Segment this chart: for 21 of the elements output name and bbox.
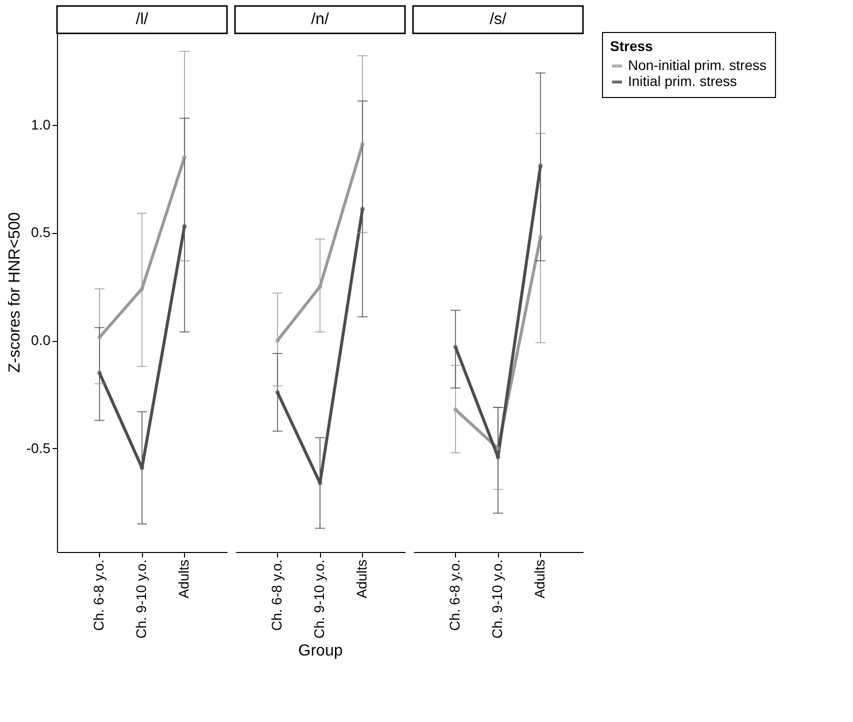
legend-title: Stress	[610, 38, 654, 54]
x-tick-label: Ch. 9-10 y.o.	[489, 560, 505, 639]
chart-title: /l/	[136, 11, 149, 28]
y-tick-label: -0.5	[26, 440, 51, 456]
y-tick-label: 1.0	[31, 116, 51, 132]
x-tick-label: Ch. 6-8 y.o.	[268, 560, 284, 631]
legend-label: Initial prim. stress	[628, 73, 737, 89]
x-tick-label: Adults	[354, 560, 370, 598]
y-axis-title: Z-scores for HNR<500	[6, 212, 24, 373]
x-tick-label: Ch. 9-10 y.o.	[133, 560, 149, 639]
x-tick-label: Ch. 6-8 y.o.	[90, 560, 106, 631]
x-tick-label: Ch. 6-8 y.o.	[446, 560, 462, 631]
legend-label: Non-initial prim. stress	[628, 57, 766, 73]
chart-title: /n/	[311, 11, 330, 28]
chart-title: /s/	[490, 11, 507, 28]
x-tick-label: Ch. 9-10 y.o.	[311, 560, 327, 639]
x-tick-label: Adults	[176, 560, 192, 598]
x-axis-title: Group	[298, 642, 343, 660]
y-tick-label: 0.0	[31, 332, 51, 348]
y-tick-label: 0.5	[31, 224, 51, 240]
x-tick-label: Adults	[532, 560, 548, 598]
